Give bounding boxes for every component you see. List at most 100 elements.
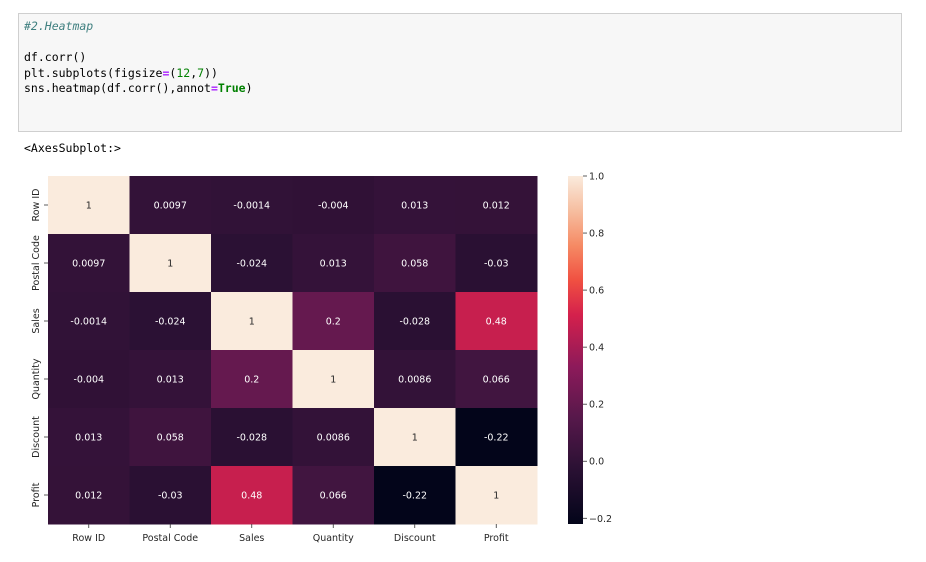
code-line-3-a: sns.heatmap(df.corr(),annot xyxy=(24,81,211,95)
heatmap-annotation-0-0: 1 xyxy=(86,201,92,212)
heatmap-annotation-5-4: -0.22 xyxy=(402,491,427,502)
heatmap-cell-0-0 xyxy=(48,176,130,235)
heatmap-annotation-1-4: 0.058 xyxy=(401,259,428,270)
colorbar-tick-label-0: 1.0 xyxy=(589,172,604,183)
code-editor[interactable]: #2.Heatmap df.corr() plt.subplots(figsiz… xyxy=(24,19,253,97)
output-text: <AxesSubplot:> xyxy=(24,141,121,155)
heatmap-annotation-1-2: -0.024 xyxy=(236,259,267,270)
colorbar: 1.0 0.8 0.6 0.4 0.2 0.0 −0.2 xyxy=(568,172,612,525)
heatmap-annotation-3-4: 0.0086 xyxy=(398,375,431,386)
heatmap-annotation-5-1: -0.03 xyxy=(158,491,183,502)
code-line-2-a: plt.subplots(figsize xyxy=(24,65,163,80)
heatmap-annotation-2-2: 1 xyxy=(249,317,255,328)
heatmap-cell-3-1 xyxy=(129,350,212,409)
heatmap-annotation-1-0: 0.0097 xyxy=(72,259,105,270)
heatmap-cell-5-3 xyxy=(292,466,375,525)
heatmap-cell-4-5 xyxy=(455,408,538,467)
heatmap-annotation-5-5: 1 xyxy=(493,491,499,502)
heatmap-annotation-5-3: 0.066 xyxy=(320,491,347,502)
heatmap-annotation-2-0: -0.0014 xyxy=(70,317,107,328)
heatmap-annotation-3-0: -0.004 xyxy=(73,375,104,386)
x-tick-label-2: Sales xyxy=(239,533,264,544)
y-axis-ticks: Row ID Postal Code Sales Quantity Discount Pr… xyxy=(31,189,48,507)
heatmap-annotation-3-2: 0.2 xyxy=(244,375,259,386)
heatmap-annotation-0-2: -0.0014 xyxy=(233,201,270,212)
colorbar-tick-label-1: 0.8 xyxy=(589,229,604,240)
y-tick-label-0: Row ID xyxy=(31,189,42,222)
colorbar-bar xyxy=(568,176,583,524)
code-line-2-b: ( xyxy=(169,65,177,80)
heatmap-cell-0-2 xyxy=(211,176,293,235)
x-tick-label-3: Quantity xyxy=(313,533,354,544)
heatmap-cell-2-2 xyxy=(211,292,293,351)
y-tick-label-3: Quantity xyxy=(31,358,42,399)
heatmap-cell-2-3 xyxy=(292,292,375,351)
heatmap-annotation-1-1: 1 xyxy=(167,259,173,270)
heatmap-cell-4-4 xyxy=(374,408,456,467)
code-line-2-n2: 7 xyxy=(197,65,205,80)
heatmap-cell-2-5 xyxy=(455,292,538,351)
heatmap-annotation-2-1: -0.024 xyxy=(155,317,186,328)
y-tick-label-2: Sales xyxy=(31,308,42,333)
heatmap-annotation-4-3: 0.0086 xyxy=(317,433,350,444)
colorbar-tick-label-3: 0.4 xyxy=(589,343,604,354)
colorbar-tick-label-6: −0.2 xyxy=(589,514,612,525)
code-line-2-eq: = xyxy=(162,65,170,80)
heatmap-cell-5-4 xyxy=(374,466,456,525)
colorbar-tick-label-4: 0.2 xyxy=(589,400,604,411)
code-line-1: df.corr() xyxy=(24,50,87,64)
heatmap-cell-1-1 xyxy=(129,234,212,293)
x-tick-label-0: Row ID xyxy=(72,533,105,544)
heatmap-cell-2-4 xyxy=(374,292,456,351)
heatmap-annotation-0-5: 0.012 xyxy=(483,201,510,212)
heatmap-cell-2-0 xyxy=(48,292,130,351)
colorbar-tick-label-5: 0.0 xyxy=(589,457,604,468)
code-comment: #2.Heatmap xyxy=(24,19,94,33)
heatmap-annotation-3-3: 1 xyxy=(330,375,336,386)
heatmap-annotation-3-5: 0.066 xyxy=(483,375,510,386)
code-line-3-b: ) xyxy=(245,81,253,95)
heatmap-cell-3-3 xyxy=(292,350,375,409)
heatmap-cell-5-2 xyxy=(211,466,293,525)
heatmap-cell-4-1 xyxy=(129,408,212,467)
y-tick-label-4: Discount xyxy=(31,416,42,458)
heatmap-annotation-4-4: 1 xyxy=(412,433,418,444)
heatmap-cell-0-5 xyxy=(455,176,538,235)
y-tick-label-5: Profit xyxy=(31,482,42,507)
heatmap-cell-1-0 xyxy=(48,234,130,293)
heatmap-annotation-3-1: 0.013 xyxy=(157,375,184,386)
heatmap-annotation-2-5: 0.48 xyxy=(486,317,507,328)
heatmap-cell-4-0 xyxy=(48,408,130,467)
code-line-2-c: , xyxy=(190,65,198,80)
code-line-2-d: )) xyxy=(204,65,218,80)
heatmap-cell-1-2 xyxy=(211,234,293,293)
heatmap-annotation-4-5: -0.22 xyxy=(484,433,509,444)
heatmap-cell-0-4 xyxy=(374,176,456,235)
code-line-2-n1: 12 xyxy=(176,65,191,80)
heatmap-annotations: 1 0.0097 -0.0014 -0.004 0.013 0.012 0.0097 1 -0.… xyxy=(70,201,509,502)
heatmap-annotation-5-0: 0.012 xyxy=(75,491,102,502)
heatmap-annotation-1-3: 0.013 xyxy=(320,259,347,270)
heatmap-annotation-0-3: -0.004 xyxy=(318,201,349,212)
heatmap-cell-3-0 xyxy=(48,350,130,409)
x-axis-ticks: Row ID Postal Code Sales Quantity Discount Pr… xyxy=(72,524,509,544)
heatmap-cell-5-1 xyxy=(129,466,212,525)
heatmap-annotation-4-2: -0.028 xyxy=(236,433,267,444)
heatmap-cell-1-4 xyxy=(374,234,456,293)
heatmap-annotation-2-4: -0.028 xyxy=(399,317,430,328)
heatmap-annotation-5-2: 0.48 xyxy=(241,491,262,502)
heatmap-annotation-1-5: -0.03 xyxy=(484,259,509,270)
heatmap-cell-2-1 xyxy=(129,292,212,351)
heatmap-annotation-0-4: 0.013 xyxy=(401,201,428,212)
heatmap-cell-5-5 xyxy=(455,466,538,525)
heatmap-cell-1-5 xyxy=(455,234,538,293)
x-tick-label-1: Postal Code xyxy=(142,533,198,544)
heatmap-annotation-4-1: 0.058 xyxy=(157,433,184,444)
heatmap-annotation-2-3: 0.2 xyxy=(326,317,341,328)
heatmap-cell-4-2 xyxy=(211,408,293,467)
x-tick-label-5: Profit xyxy=(484,533,509,544)
heatmap-cell-3-4 xyxy=(374,350,456,409)
heatmap-annotation-4-0: 0.013 xyxy=(75,433,102,444)
code-input-cell[interactable] xyxy=(18,13,902,132)
